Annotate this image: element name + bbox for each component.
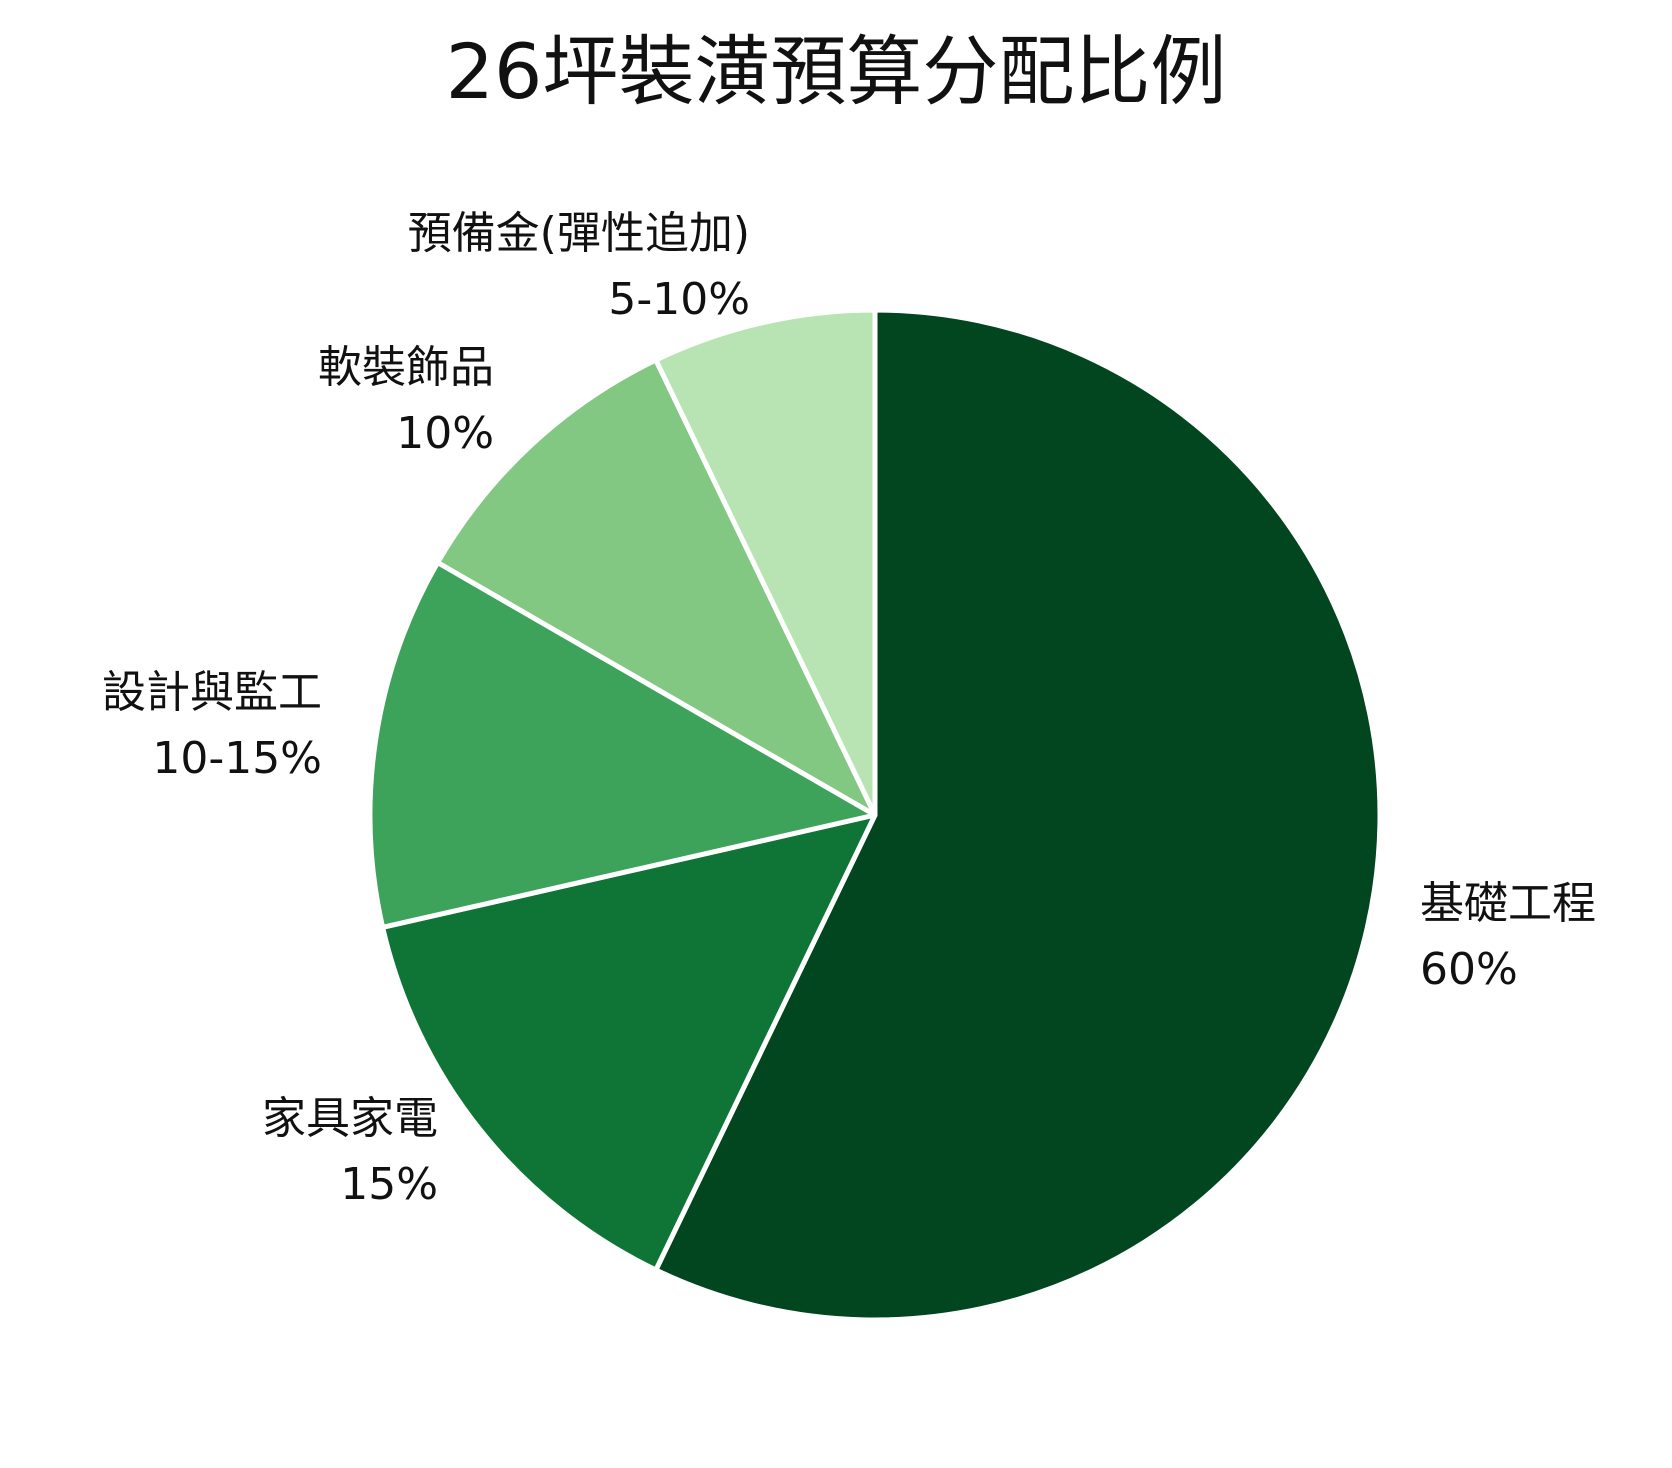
pie-slice [435,357,878,818]
slice-label: 軟裝飾品 [318,342,494,393]
pie-slice [380,812,878,1273]
slice-label: 預備金(彈性追加) [408,208,750,259]
chart-title: 26坪裝潢預算分配比例 [446,27,1227,116]
slice-value-label: 10-15% [152,733,322,784]
pie-slice [653,307,878,818]
slice-label: 設計與監工 [102,667,322,718]
slice-value-label: 10% [396,408,494,459]
pie-slices [367,307,1383,1323]
slice-label: 家具家電 [262,1093,438,1144]
pie-slice [367,560,878,930]
slice-value-label: 15% [340,1159,438,1210]
pie-labels: 基礎工程 60% 家具家電 15% 設計與監工 10-15% 軟裝飾品 10% 預備金(彈性追加… [102,208,1596,1210]
slice-label: 基礎工程 [1420,878,1596,929]
pie-slice [653,307,1383,1323]
slice-value-label: 5-10% [608,274,750,325]
slice-value-label: 60% [1420,944,1518,995]
